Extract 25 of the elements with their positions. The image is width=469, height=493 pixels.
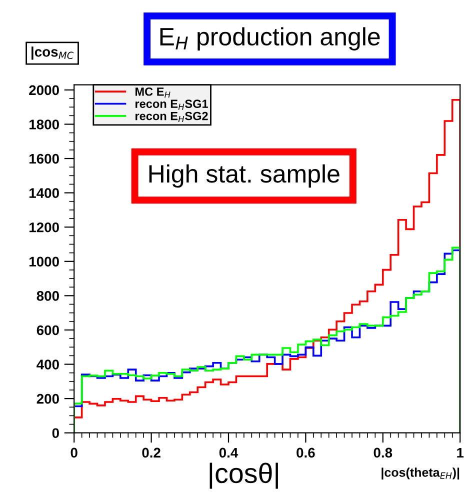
- annotation: High stat. sample: [149, 164, 340, 188]
- x-tick-label: 0: [70, 448, 78, 458]
- x-tick-label: 0.6: [296, 448, 315, 458]
- y-tick-label: 400: [36, 360, 59, 370]
- y-tick-label: 200: [36, 394, 59, 404]
- x-tick-label: 0.8: [374, 448, 392, 458]
- y-tick-label: 2000: [29, 85, 59, 96]
- x-tick-label: 0.2: [142, 448, 160, 458]
- y-tick-label: 1600: [30, 154, 59, 164]
- y-tick-label: 600: [36, 325, 59, 336]
- y-tick-label: 800: [36, 291, 59, 301]
- y-tick-label: 1400: [30, 188, 59, 198]
- x-tick-label: 1: [457, 448, 464, 458]
- y-tick-label: 0: [52, 428, 59, 438]
- y-tick-label: 1200: [30, 222, 59, 232]
- y-tick-label: 1800: [30, 120, 59, 130]
- legend-label: recon E$_{H}$SG2: [136, 112, 208, 122]
- legend-label: recon E$_{H}$SG1: [136, 100, 208, 110]
- chart-title: |cos$_{MC}$: [32, 46, 74, 60]
- x-tick-label: 0.4: [219, 448, 238, 458]
- x-axis-title: |cos(theta$_{EH}$)|: [382, 468, 460, 480]
- y-tick-label: 1000: [30, 256, 59, 267]
- text: |cosθ|: [210, 462, 278, 489]
- legend-label: MC E$_{H}$: [136, 87, 170, 98]
- text: E$_{H}$ production angle: [160, 27, 380, 50]
